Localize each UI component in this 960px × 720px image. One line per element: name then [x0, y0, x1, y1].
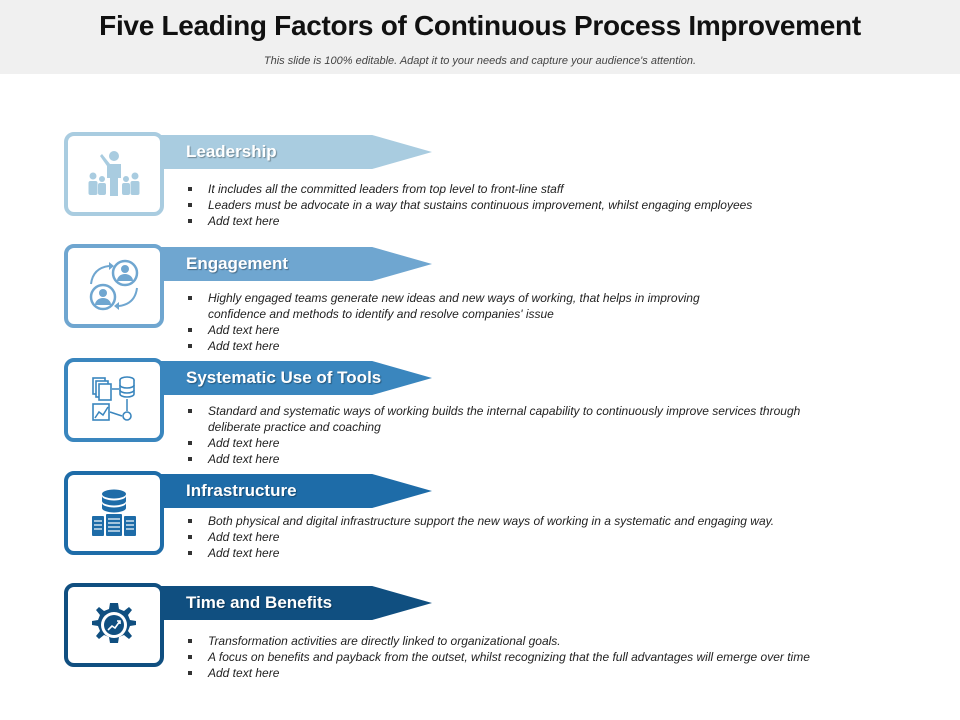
factor-title: Time and Benefits — [186, 593, 333, 612]
people-exchange-icon — [89, 259, 139, 311]
bullet-continuation: confidence and methods to identify and r… — [208, 307, 554, 321]
bullet-item: Add text here — [186, 529, 774, 545]
bullet-item: Add text here — [186, 435, 800, 451]
icon-frame — [64, 244, 164, 328]
bullet-continuation: deliberate practice and coaching — [208, 420, 381, 434]
bullet-item: Leaders must be advocate in a way that s… — [186, 197, 752, 213]
bullet-item: Add text here — [186, 545, 774, 561]
page-title: Five Leading Factors of Continuous Proce… — [99, 10, 861, 41]
icon-frame — [64, 132, 164, 216]
gear-growth-icon — [92, 603, 136, 643]
bullet-item: Add text here — [186, 338, 700, 354]
icon-frame — [64, 583, 164, 667]
factor-title: Leadership — [186, 142, 277, 161]
bullet-item: Both physical and digital infrastructure… — [186, 513, 774, 529]
factor-bullets: Standard and systematic ways of working … — [186, 403, 800, 467]
factor-banner — [160, 586, 432, 620]
bullet-item: Add text here — [186, 451, 800, 467]
leader-group-icon — [88, 151, 140, 196]
bullet-item: Add text here — [186, 213, 752, 229]
tools-documents-icon — [92, 376, 135, 421]
icon-frame — [64, 358, 164, 442]
factor-title: Infrastructure — [186, 481, 297, 500]
page-subtitle: This slide is 100% editable. Adapt it to… — [263, 55, 697, 67]
bullet-item: Transformation activities are directly l… — [186, 633, 810, 649]
factor-banner — [160, 135, 432, 169]
factor-title: Engagement — [186, 254, 289, 273]
factor-banner — [160, 361, 432, 395]
header-bar: Five Leading Factors of Continuous Proce… — [0, 0, 960, 74]
bullet-item: Highly engaged teams generate new ideas … — [186, 290, 700, 306]
factor-bullets: Both physical and digital infrastructure… — [186, 513, 774, 561]
factor-bullets: Transformation activities are directly l… — [186, 633, 810, 681]
bullet-item: Add text here — [186, 322, 700, 338]
factor-bullets: It includes all the committed leaders fr… — [186, 181, 752, 229]
factor-banner — [160, 474, 432, 508]
bullet-item: Standard and systematic ways of working … — [186, 403, 800, 419]
factor-bullets: Highly engaged teams generate new ideas … — [186, 290, 700, 354]
icon-frame — [64, 471, 164, 555]
factor-banner — [160, 247, 432, 281]
bullet-item: Add text here — [186, 665, 810, 681]
bullet-item: A focus on benefits and payback from the… — [186, 649, 810, 665]
factor-title: Systematic Use of Tools — [186, 368, 382, 387]
bullet-item: It includes all the committed leaders fr… — [186, 181, 752, 197]
database-servers-icon — [92, 489, 136, 536]
